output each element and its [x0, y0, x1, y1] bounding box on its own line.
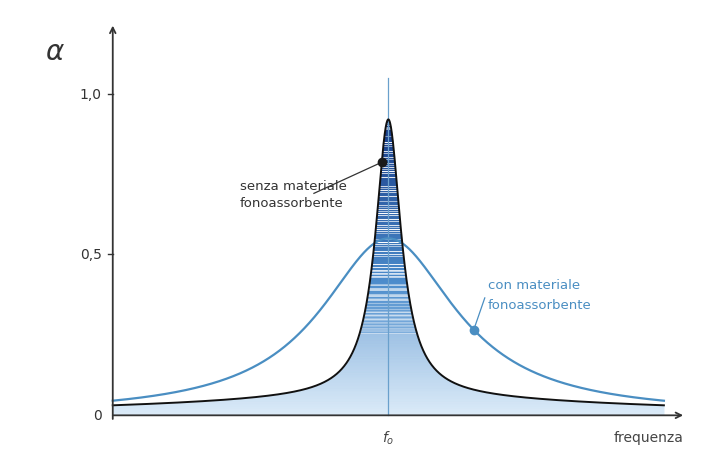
Text: 0,5: 0,5 [80, 248, 102, 262]
Text: fonoassorbente: fonoassorbente [488, 298, 591, 311]
Text: fonoassorbente: fonoassorbente [239, 197, 343, 210]
Text: 0: 0 [93, 408, 102, 422]
Text: $\alpha$: $\alpha$ [45, 39, 65, 66]
Text: senza materiale: senza materiale [239, 179, 346, 192]
Text: $f_o$: $f_o$ [382, 428, 395, 446]
Text: frequenza: frequenza [613, 430, 683, 444]
Text: con materiale: con materiale [488, 279, 579, 292]
Text: 1,0: 1,0 [80, 88, 102, 101]
